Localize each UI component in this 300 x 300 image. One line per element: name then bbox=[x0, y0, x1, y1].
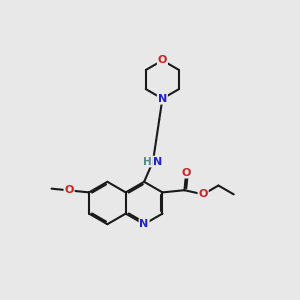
Text: O: O bbox=[182, 168, 191, 178]
Text: O: O bbox=[64, 185, 74, 195]
Text: H: H bbox=[143, 157, 152, 166]
Text: N: N bbox=[158, 94, 167, 104]
Text: N: N bbox=[153, 157, 162, 166]
Text: O: O bbox=[158, 56, 167, 65]
Text: N: N bbox=[140, 219, 149, 229]
Text: O: O bbox=[198, 189, 208, 200]
